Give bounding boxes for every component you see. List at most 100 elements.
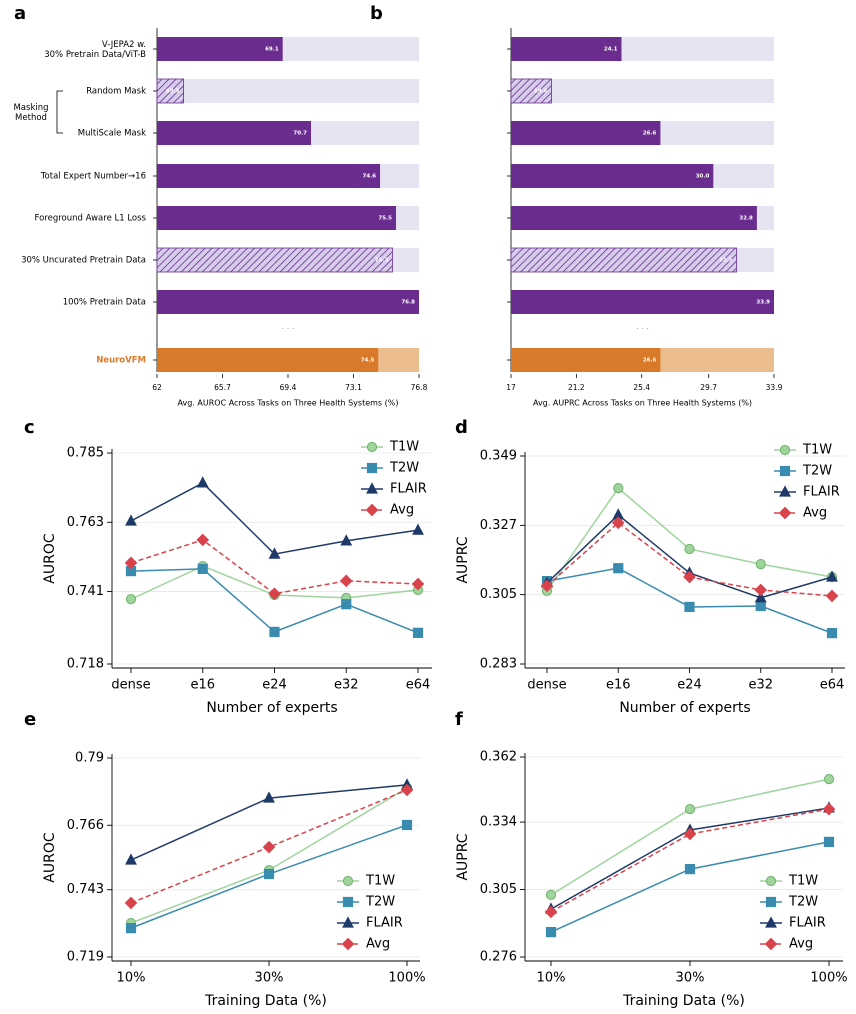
bar-background bbox=[157, 79, 419, 103]
data-point bbox=[822, 802, 836, 816]
category-label: Foreground Aware L1 Loss bbox=[35, 214, 147, 224]
data-point bbox=[268, 587, 281, 601]
data-point bbox=[545, 889, 557, 901]
x-tick-label: 29.7 bbox=[700, 383, 717, 392]
y-axis-label: AUPRC bbox=[455, 833, 471, 880]
legend-marker bbox=[779, 465, 791, 477]
category-label: Random Mask bbox=[86, 87, 146, 97]
data-point bbox=[412, 627, 424, 638]
y-tick-label: 0.327 bbox=[480, 518, 517, 533]
value-label: 75.3 bbox=[375, 258, 389, 264]
y-tick-label: 0.305 bbox=[480, 587, 517, 602]
panel-label: c bbox=[24, 417, 35, 438]
y-axis-label: AUROC bbox=[42, 533, 58, 584]
x-tick-label: 76.8 bbox=[411, 383, 428, 392]
data-point bbox=[196, 476, 209, 488]
legend-label: FLAIR bbox=[789, 916, 826, 931]
data-point bbox=[826, 570, 838, 582]
x-tick-label: 25.4 bbox=[633, 383, 650, 392]
legend-label: T1W bbox=[389, 440, 419, 455]
legend-marker bbox=[366, 462, 378, 474]
value-label: 69.1 bbox=[265, 47, 279, 53]
data-point bbox=[341, 599, 352, 610]
panel-label: b bbox=[370, 3, 383, 24]
legend-label: Avg bbox=[789, 937, 813, 952]
data-point bbox=[823, 773, 835, 785]
legend-label: Avg bbox=[390, 503, 414, 518]
category-label: NeuroVFM bbox=[96, 356, 146, 366]
bracket bbox=[56, 90, 63, 134]
separator: · · · bbox=[282, 325, 295, 334]
x-tick-label: 100% bbox=[388, 971, 425, 986]
legend-marker bbox=[366, 482, 378, 494]
x-tick-label: e24 bbox=[262, 678, 287, 693]
x-tick-label: e16 bbox=[606, 678, 631, 693]
data-point bbox=[339, 574, 353, 588]
data-point bbox=[825, 589, 839, 603]
data-point bbox=[124, 556, 138, 570]
x-tick-label: 21.2 bbox=[568, 383, 585, 392]
bar-background bbox=[511, 79, 774, 103]
legend-label: FLAIR bbox=[390, 482, 427, 497]
x-axis-label: Training Data (%) bbox=[622, 993, 745, 1009]
bar bbox=[157, 206, 396, 230]
bar bbox=[510, 78, 552, 104]
data-point bbox=[826, 628, 838, 639]
legend-marker bbox=[779, 485, 791, 497]
x-axis-label: Avg. AUPRC Across Tasks on Three Health … bbox=[533, 399, 752, 408]
legend-marker bbox=[778, 506, 792, 520]
x-tick-label: e64 bbox=[406, 678, 431, 693]
data-point bbox=[823, 836, 835, 847]
bar bbox=[157, 290, 419, 314]
legend-marker bbox=[342, 896, 354, 908]
value-label: 74.5 bbox=[361, 358, 375, 364]
value-label: 30.0 bbox=[696, 174, 710, 180]
x-tick-label: e24 bbox=[677, 678, 702, 693]
bar bbox=[156, 247, 393, 273]
value-label: 31.5 bbox=[719, 258, 733, 264]
y-tick-label: 0.718 bbox=[67, 657, 104, 672]
category-label: V-JEPA2 w. 30% Pretrain Data/ViT-B bbox=[44, 39, 146, 59]
data-point bbox=[401, 819, 413, 831]
value-label: 63.5 bbox=[166, 89, 180, 95]
data-point bbox=[196, 533, 210, 547]
legend-label: T2W bbox=[389, 461, 419, 476]
legend-label: T2W bbox=[365, 895, 395, 910]
data-point bbox=[263, 868, 275, 880]
legend-marker bbox=[779, 444, 791, 456]
data-point bbox=[684, 601, 695, 613]
category-label: 30% Uncurated Pretrain Data bbox=[21, 256, 146, 266]
bar bbox=[511, 206, 757, 230]
data-point bbox=[754, 591, 767, 603]
bar bbox=[156, 78, 184, 104]
x-axis-label: Training Data (%) bbox=[204, 993, 327, 1009]
x-tick-label: 62 bbox=[152, 383, 162, 392]
legend-label: T1W bbox=[802, 443, 832, 458]
bar bbox=[511, 348, 661, 372]
series-line bbox=[546, 513, 833, 599]
x-tick-label: 10% bbox=[537, 971, 566, 986]
series-line bbox=[550, 807, 830, 910]
y-tick-label: 0.785 bbox=[67, 446, 104, 461]
data-point bbox=[125, 594, 137, 605]
data-point bbox=[262, 840, 276, 854]
y-tick-label: 0.362 bbox=[480, 750, 517, 765]
legend-marker bbox=[341, 937, 355, 951]
bar bbox=[510, 247, 738, 273]
legend-label: Avg bbox=[803, 506, 827, 521]
x-axis-label: Number of experts bbox=[619, 700, 750, 716]
bar bbox=[157, 164, 381, 188]
series-line bbox=[550, 841, 830, 933]
legend-marker bbox=[366, 441, 378, 453]
legend-label: FLAIR bbox=[366, 916, 403, 931]
y-tick-label: 0.763 bbox=[67, 515, 104, 530]
value-label: 70.7 bbox=[293, 131, 307, 137]
data-point bbox=[755, 558, 766, 570]
x-tick-label: 17 bbox=[506, 383, 516, 392]
x-tick-label: dense bbox=[527, 678, 566, 693]
annotation: Masking Method bbox=[13, 102, 48, 122]
data-point bbox=[544, 905, 558, 919]
data-point bbox=[124, 896, 138, 910]
bar bbox=[511, 290, 774, 314]
bar bbox=[157, 348, 379, 372]
